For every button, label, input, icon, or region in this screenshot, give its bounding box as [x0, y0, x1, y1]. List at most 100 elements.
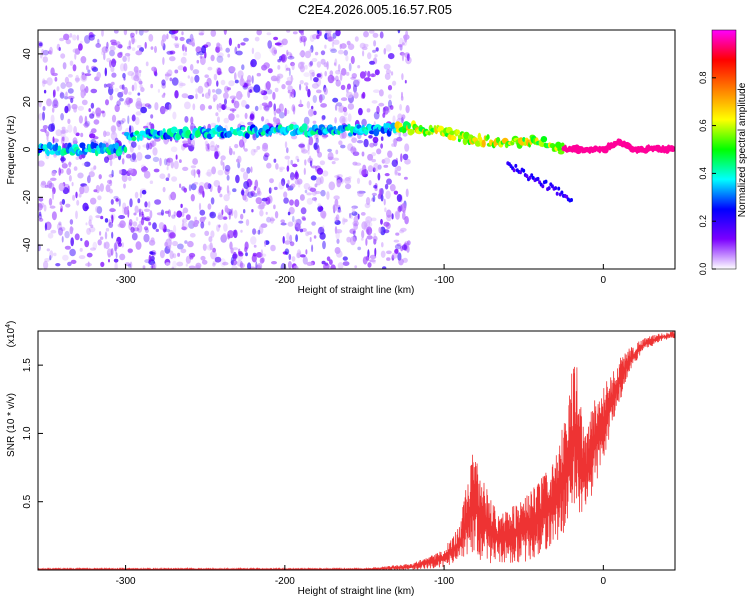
noise-cell — [140, 87, 145, 93]
noise-cell — [75, 74, 80, 84]
noise-cell — [85, 222, 88, 226]
noise-cell — [372, 32, 379, 38]
noise-cell — [110, 39, 117, 44]
signal-branch-cell — [555, 191, 559, 196]
noise-cell — [380, 136, 384, 141]
noise-cell — [383, 229, 390, 234]
noise-cell — [190, 116, 194, 125]
noise-cell — [313, 133, 319, 140]
noise-cell — [237, 155, 242, 164]
noise-cell — [314, 190, 321, 195]
x-tick-label: 0 — [601, 576, 607, 587]
noise-cell — [380, 250, 386, 258]
noise-cell — [238, 251, 243, 255]
noise-cell — [77, 172, 84, 179]
noise-cell — [80, 89, 86, 99]
noise-cell — [333, 195, 340, 200]
noise-cell — [240, 229, 243, 233]
noise-cell — [402, 42, 405, 46]
noise-cell — [58, 47, 61, 51]
noise-cell — [327, 36, 335, 42]
noise-cell — [276, 108, 281, 114]
signal-branch-cell — [536, 176, 540, 181]
noise-cell — [392, 115, 396, 123]
noise-cell — [313, 110, 317, 116]
noise-cell — [213, 145, 220, 151]
noise-cell — [342, 256, 348, 261]
noise-cell — [273, 36, 279, 41]
noise-cell — [329, 259, 333, 265]
noise-cell — [157, 88, 160, 93]
noise-cell — [75, 210, 78, 220]
noise-cell — [89, 133, 96, 139]
noise-cell — [247, 86, 255, 93]
noise-cell — [84, 73, 92, 77]
noise-cell — [184, 240, 188, 244]
noise-cell — [222, 216, 228, 220]
noise-cell — [251, 47, 255, 54]
noise-cell — [357, 213, 360, 220]
y-tick-label: 0.5 — [22, 494, 33, 508]
noise-cell — [247, 262, 252, 269]
noise-cell — [280, 104, 284, 113]
noise-cell — [71, 182, 74, 187]
noise-cell — [44, 222, 48, 231]
noise-cell — [195, 93, 198, 100]
noise-cell — [80, 56, 87, 64]
noise-cell — [378, 188, 382, 197]
noise-cell — [150, 265, 153, 269]
noise-cell — [317, 203, 322, 208]
noise-cell — [166, 50, 174, 55]
signal-branch-cell — [554, 186, 558, 191]
noise-cell — [38, 244, 41, 252]
noise-cell — [372, 235, 378, 242]
noise-cell — [395, 232, 400, 236]
noise-cell — [335, 79, 341, 87]
noise-cell — [313, 142, 319, 150]
noise-cell — [149, 251, 154, 255]
noise-cell — [209, 242, 213, 251]
noise-cell — [208, 236, 213, 243]
noise-cell — [357, 246, 362, 251]
noise-cell — [398, 258, 404, 266]
noise-cell — [387, 150, 393, 158]
y-tick-label: 20 — [22, 96, 33, 108]
noise-cell — [150, 114, 154, 119]
noise-cell — [397, 172, 401, 176]
noise-cell — [334, 104, 338, 111]
noise-cell — [148, 142, 153, 150]
noise-cell — [223, 92, 229, 100]
noise-cell — [171, 176, 178, 182]
noise-cell — [115, 252, 118, 259]
noise-cell — [321, 260, 326, 265]
noise-cell — [141, 166, 148, 173]
noise-cell — [151, 263, 155, 268]
noise-cell — [319, 232, 326, 240]
noise-cell — [111, 114, 117, 123]
signal-branch-cell — [565, 194, 569, 199]
noise-cell — [100, 110, 105, 114]
x-tick-label: -200 — [275, 275, 295, 286]
noise-cell — [154, 102, 159, 111]
noise-cell — [397, 205, 402, 213]
noise-cell — [321, 115, 326, 120]
noise-cell — [225, 106, 231, 111]
noise-cell — [301, 149, 308, 154]
noise-cell — [109, 45, 116, 52]
noise-cell — [158, 222, 165, 230]
spectrogram-y-ticks: -40 -20 0 20 40 — [22, 48, 43, 252]
noise-cell — [134, 205, 139, 214]
noise-cell — [401, 91, 403, 99]
noise-cell — [400, 203, 407, 213]
noise-cell — [121, 84, 125, 90]
noise-cell — [336, 238, 340, 244]
noise-cell — [176, 261, 184, 267]
noise-cell — [79, 247, 83, 252]
spectrogram-x-label: Height of straight line (km) — [298, 285, 415, 296]
noise-cell — [93, 119, 100, 125]
noise-cell — [59, 201, 63, 206]
noise-cell — [304, 64, 308, 70]
noise-cell — [52, 104, 59, 108]
noise-cell — [335, 69, 341, 75]
noise-cell — [173, 224, 177, 234]
